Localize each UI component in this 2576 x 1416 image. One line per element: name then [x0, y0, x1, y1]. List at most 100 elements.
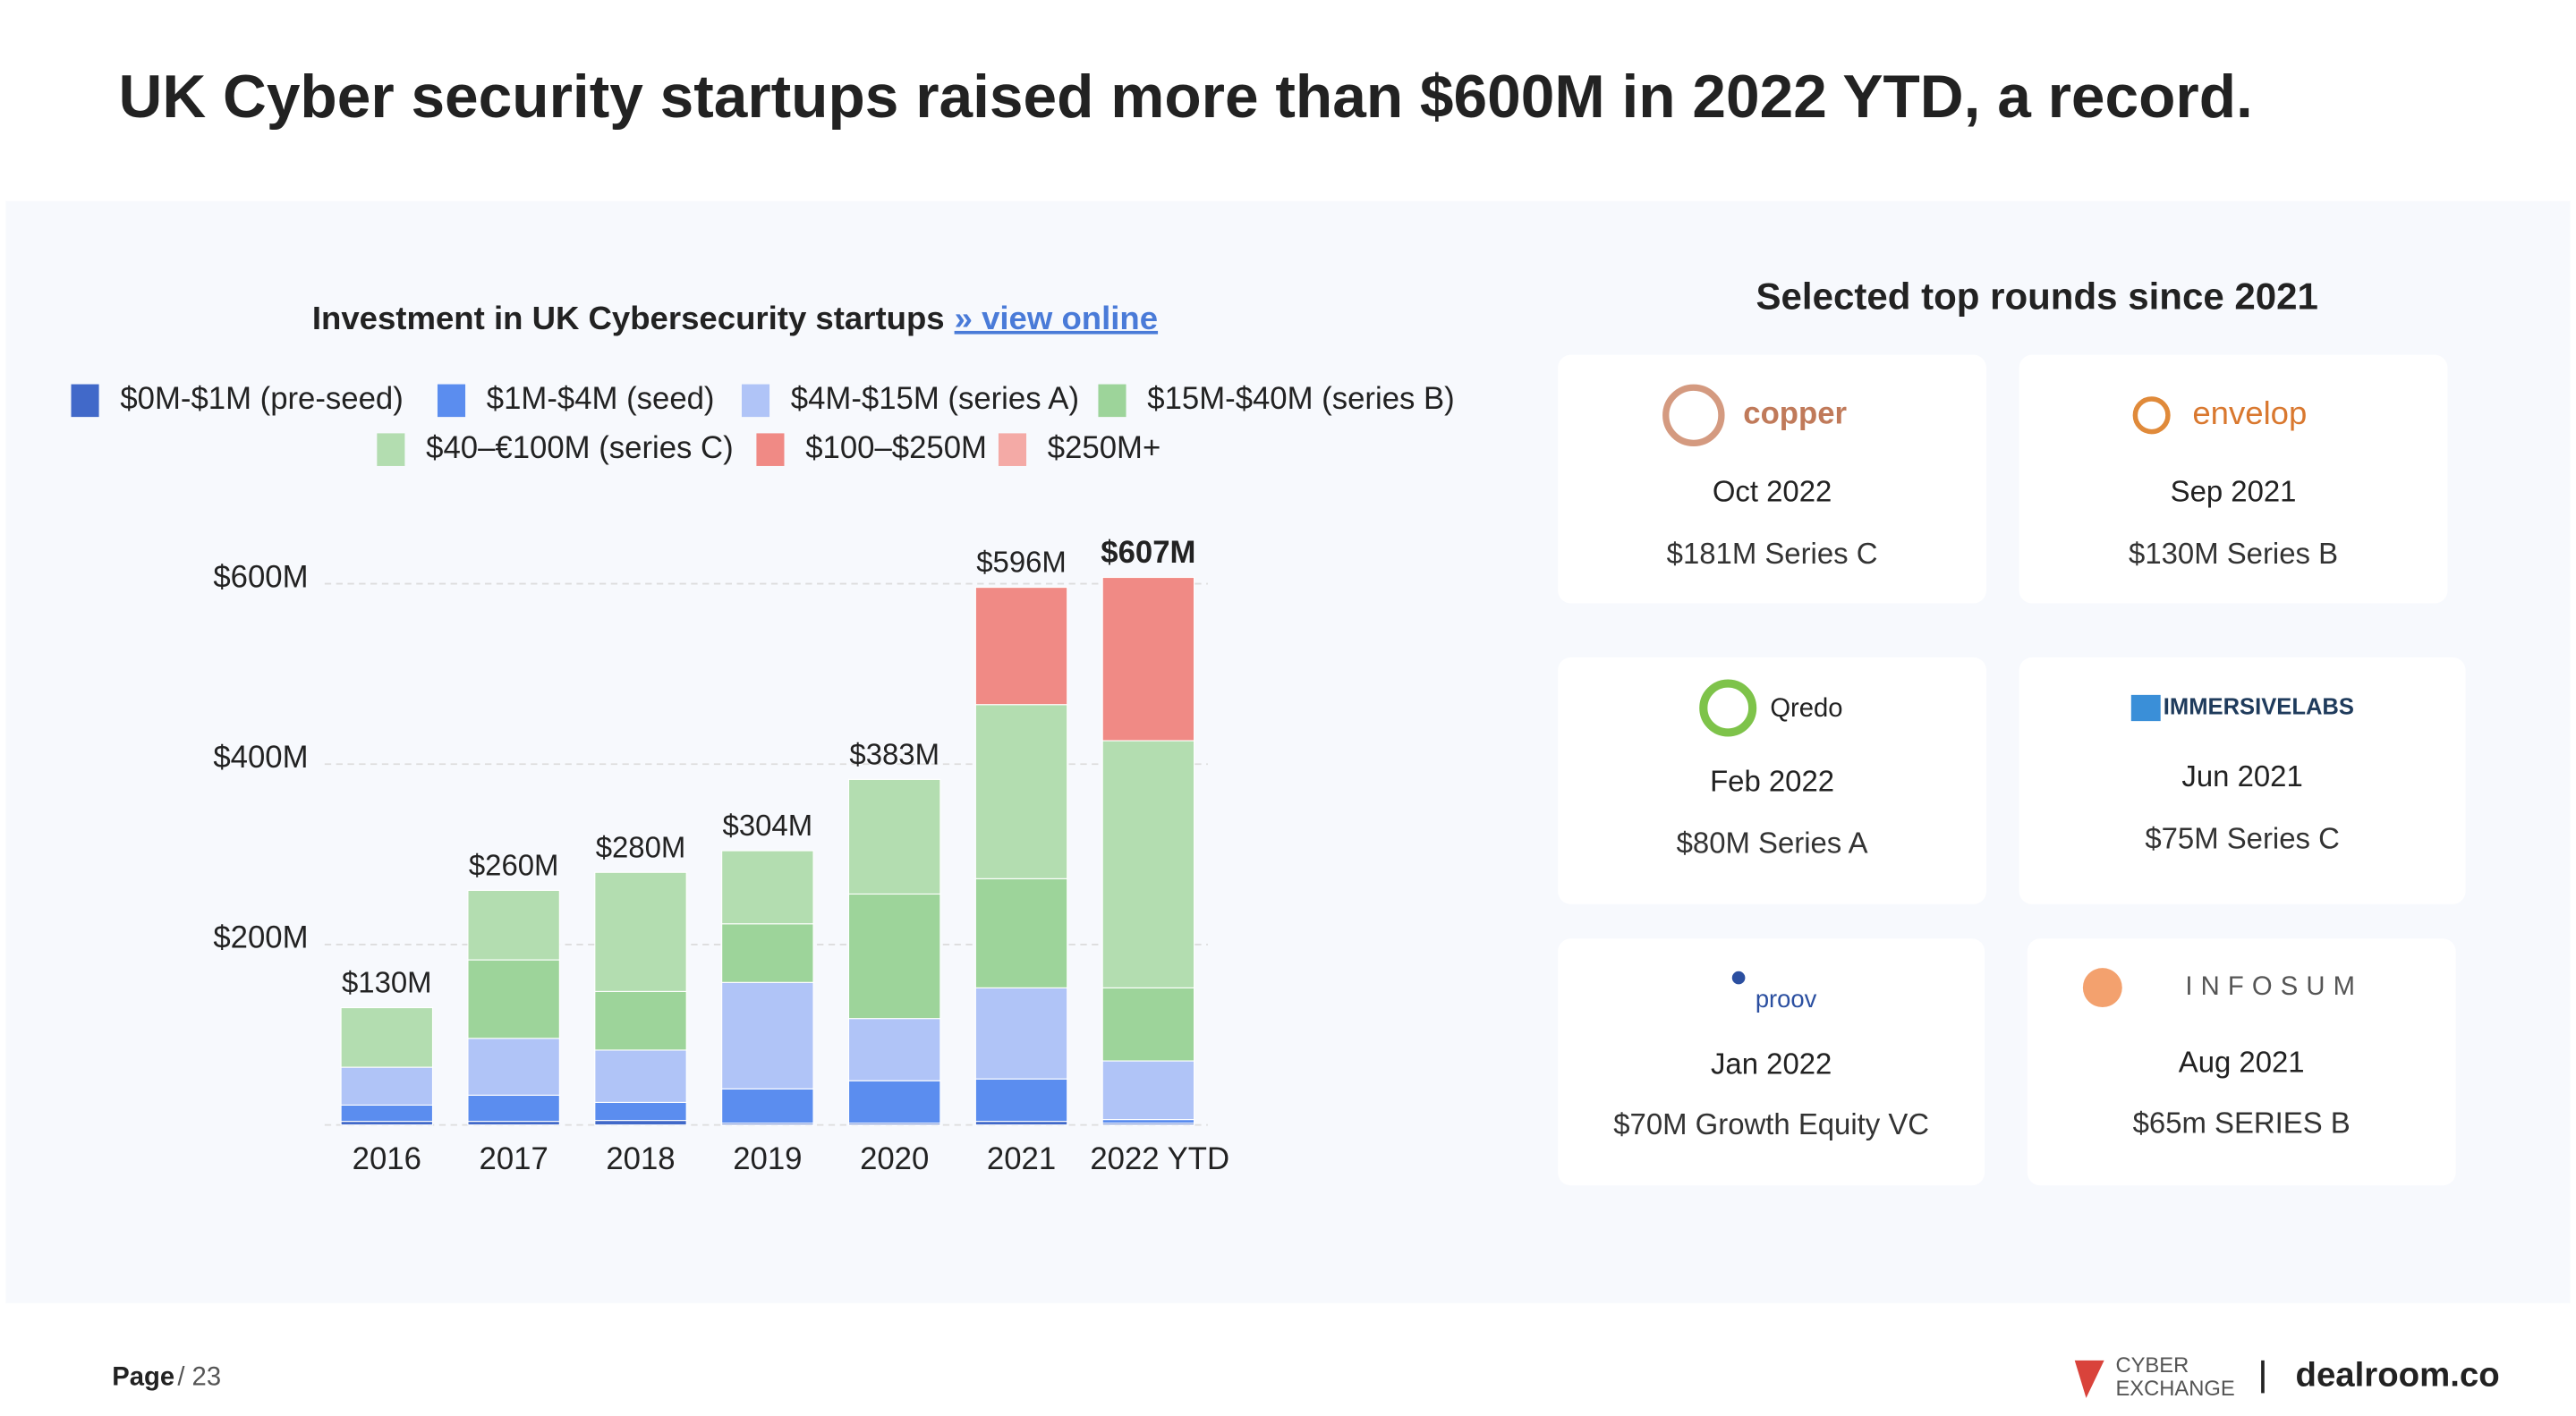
page-label: Page — [112, 1363, 174, 1392]
legend-swatch — [741, 384, 770, 418]
bar-segment — [594, 1101, 687, 1122]
card-date: Sep 2021 — [2171, 475, 2297, 508]
bar-segment — [847, 1018, 941, 1081]
bar-segment — [467, 1094, 560, 1123]
logo-icon — [2130, 694, 2161, 722]
page-number: / 23 — [177, 1363, 221, 1392]
card-date: Aug 2021 — [2179, 1046, 2305, 1079]
total-label: $304M — [723, 809, 813, 842]
round-card — [2027, 938, 2456, 1186]
card-date: Jun 2021 — [2181, 759, 2302, 793]
x-tick-label: 2019 — [733, 1142, 802, 1176]
brand: dealroom.co — [2296, 1355, 2500, 1394]
bar-segment — [467, 889, 560, 961]
card-round: $130M Series B — [2129, 537, 2338, 570]
logo-icon — [1731, 971, 1746, 985]
card-logo: INFOSUM — [2185, 972, 2363, 1001]
total-label: $260M — [469, 849, 559, 882]
legend-swatch — [756, 433, 785, 466]
rounds-title: Selected top rounds since 2021 — [1756, 276, 2318, 318]
x-tick-label: 2021 — [987, 1142, 1056, 1176]
card-date: Feb 2022 — [1710, 764, 1834, 797]
bar-segment — [1101, 1060, 1195, 1121]
bar-segment — [467, 1121, 560, 1126]
legend-label: $40–€100M (series C) — [426, 431, 734, 465]
x-tick-label: 2016 — [353, 1142, 421, 1176]
y-tick-label: $400M — [213, 741, 308, 775]
bar-segment — [974, 587, 1068, 706]
logo-icon — [1662, 384, 1725, 447]
bar-segment — [340, 1066, 434, 1106]
round-card — [2019, 354, 2448, 604]
card-round: $75M Series C — [2145, 821, 2340, 854]
legend-swatch — [998, 433, 1027, 466]
partner-logo: CYBER EXCHANGE — [2115, 1353, 2234, 1401]
card-logo: Qredo — [1770, 694, 1842, 723]
card-date: Jan 2022 — [1711, 1047, 1832, 1081]
card-round: $65m SERIES B — [2133, 1106, 2351, 1139]
legend-label: $250M+ — [1048, 431, 1160, 465]
legend-swatch — [71, 384, 99, 418]
legend-swatch — [1098, 384, 1126, 418]
bar-segment — [594, 871, 687, 992]
bar-segment — [847, 893, 941, 1020]
chart: $0M-$1M (pre-seed) $1M-$4M (seed) $4M-$15M… — [71, 382, 1455, 1176]
round-card — [1558, 938, 1985, 1186]
legend-label: $15M-$40M (series B) — [1147, 382, 1454, 416]
logo-icon — [2132, 396, 2171, 435]
legend-label: $100–$250M — [805, 431, 987, 465]
total-label: $383M — [849, 737, 939, 770]
bar-segment — [974, 1121, 1068, 1126]
legend-label: $1M-$4M (seed) — [487, 382, 715, 416]
card-date: Oct 2022 — [1713, 475, 1832, 508]
bar-segment — [974, 987, 1068, 1080]
partner-icon — [2074, 1360, 2104, 1398]
x-tick-label: 2017 — [480, 1142, 548, 1176]
card-logo: copper — [1743, 396, 1847, 430]
bar-segment — [847, 778, 941, 895]
bar-segment — [340, 1104, 434, 1123]
legend-label: $0M-$1M (pre-seed) — [120, 382, 403, 416]
bar-segment — [340, 1006, 434, 1068]
logo-icon — [1699, 679, 1757, 737]
bar-segment — [974, 878, 1068, 988]
bar-segment — [594, 990, 687, 1051]
cards: copper Oct 2022 $181M Series C envelop Sep 2… — [1558, 354, 2466, 1186]
bar-segment — [340, 1121, 434, 1126]
bar-segment — [1101, 740, 1195, 988]
bar-segment — [721, 1088, 814, 1124]
legend-label: $4M-$15M (series A) — [791, 382, 1079, 416]
card-logo: envelop — [2192, 394, 2307, 431]
legend-swatch — [437, 384, 466, 418]
round-card — [2019, 657, 2466, 904]
bar-segment — [594, 1120, 687, 1126]
bar-segment — [1101, 576, 1195, 742]
bar-segment — [721, 981, 814, 1090]
y-tick-label: $200M — [213, 921, 308, 955]
bar-segment — [974, 704, 1068, 879]
bar-segment — [1101, 1119, 1195, 1124]
card-logo: proov — [1756, 985, 1817, 1013]
bar-segment — [467, 1038, 560, 1096]
total-label: $280M — [596, 830, 686, 863]
bar-segment — [721, 850, 814, 925]
bar-segment — [847, 1080, 941, 1124]
y-tick-label: $600M — [213, 560, 308, 594]
bar-segment — [1101, 987, 1195, 1062]
x-tick-label: 2022 YTD — [1090, 1142, 1229, 1176]
card-round: $70M Growth Equity VC — [1613, 1107, 1929, 1140]
card-round: $80M Series A — [1677, 827, 1868, 860]
round-card — [1558, 657, 1987, 904]
view-online-link[interactable]: » view online — [955, 300, 1158, 336]
x-tick-label: 2018 — [606, 1142, 675, 1176]
bar-segment — [974, 1078, 1068, 1123]
bar-segment — [467, 959, 560, 1039]
total-label: $130M — [342, 966, 432, 999]
page-title: UK Cyber security startups raised more t… — [119, 64, 2253, 131]
card-round: $181M Series C — [1667, 537, 1878, 570]
legend-swatch — [377, 433, 405, 466]
total-label: $607M — [1101, 536, 1195, 570]
x-tick-label: 2020 — [860, 1142, 929, 1176]
logo-icon — [2082, 968, 2122, 1008]
